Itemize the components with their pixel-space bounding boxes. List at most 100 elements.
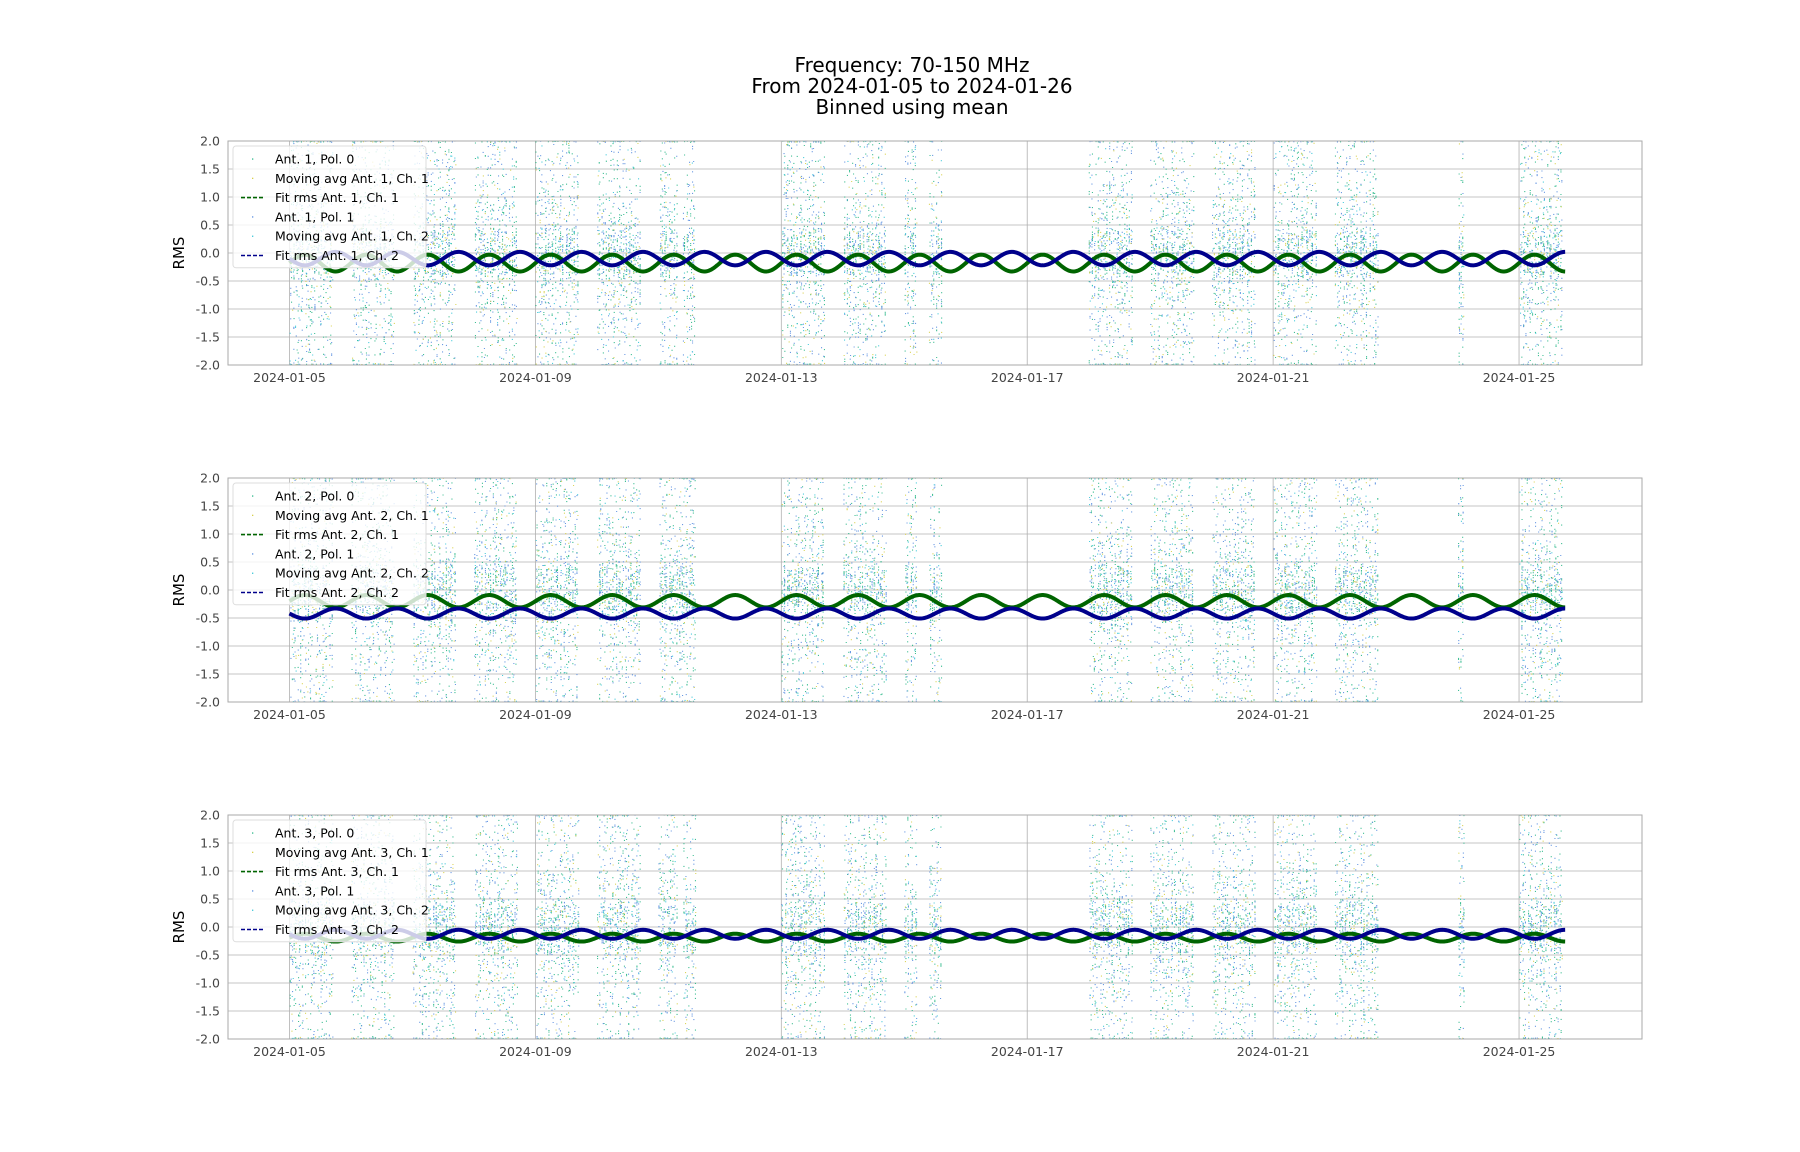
axes-frame [227, 477, 1643, 703]
y-tick-label: 1.5 [200, 836, 220, 851]
legend-label: Fit rms Ant. 3, Ch. 2 [275, 922, 399, 937]
scatter-mark-pol1 [844, 815, 886, 1039]
axes-frame [227, 140, 1643, 366]
scatter-mark-pol1 [1273, 478, 1318, 702]
scatter-mark-moving_ch1 [1150, 478, 1193, 702]
scatter-mark-moving_ch1 [782, 141, 826, 365]
x-tick-label: 2024-01-13 [745, 370, 818, 385]
x-tick-label: 2024-01-09 [499, 1044, 572, 1059]
x-tick-labels: 2024-01-05 2024-01-09 2024-01-13 2024-01-17… [253, 1044, 1555, 1059]
scatter-mark-pol0 [1090, 478, 1132, 702]
legend-swatch-dot [252, 851, 254, 853]
y-tick-label: 1.0 [200, 864, 220, 879]
fit-line-2 [288, 249, 1567, 268]
scatter-mark-pol1 [781, 815, 825, 1039]
scatter-mark-pol1 [906, 478, 917, 702]
legend-label: Moving avg Ant. 3, Ch. 1 [275, 845, 429, 860]
fit-line-1 [288, 593, 1567, 610]
x-tick-label: 2024-01-05 [253, 1044, 326, 1059]
legend-swatch-dot [252, 909, 254, 911]
scatter-mark-pol1 [1212, 478, 1254, 702]
legend-box [232, 145, 427, 269]
scatter-mark-pol1 [1335, 478, 1377, 702]
scatter-mark-pol1 [1520, 815, 1561, 1039]
scatter-mark-pol0 [684, 141, 696, 365]
x-tick-label: 2024-01-13 [745, 707, 818, 722]
scatter-mark-moving_ch1 [1458, 815, 1464, 1039]
scatter-mark-pol1 [1459, 141, 1464, 365]
y-tick-label: -1.5 [196, 1004, 220, 1019]
scatter-mark-moving_ch2 [1089, 141, 1133, 365]
scatter-mark-moving_ch1 [783, 815, 824, 1039]
legend-box [232, 482, 427, 606]
x-tick-label: 2024-01-05 [253, 370, 326, 385]
x-tick-label: 2024-01-25 [1483, 370, 1556, 385]
legend-swatch-dot [252, 235, 254, 237]
scatter-mark-moving_ch2 [782, 141, 825, 365]
scatter-mark-moving_ch1 [905, 494, 918, 686]
y-tick-label: -2.0 [196, 1032, 220, 1047]
scatter-mark-moving_ch1 [1089, 815, 1133, 1039]
scatter-mark-pol1 [536, 815, 580, 1039]
scatter-mark-pol1 [930, 478, 941, 702]
scatter-mark-pol0 [782, 815, 825, 1039]
x-tick-label: 2024-01-17 [991, 370, 1064, 385]
title-line-2: From 2024-01-05 to 2024-01-26 [751, 74, 1072, 98]
y-tick-label: -0.5 [196, 274, 220, 289]
scatter-mark-pol1 [1520, 141, 1563, 365]
legend-swatch-dot [252, 553, 254, 555]
scatter-mark-moving_ch1 [1212, 478, 1255, 702]
legend-label: Ant. 2, Pol. 1 [275, 546, 354, 561]
y-tick-label: -1.0 [196, 639, 220, 654]
scatter-mark-moving_ch2 [684, 815, 697, 1011]
scatter-mark-pol0 [598, 141, 641, 365]
title-line-1: Frequency: 70-150 MHz [795, 53, 1030, 77]
legend-label: Fit rms Ant. 2, Ch. 1 [275, 527, 399, 542]
y-tick-label: 2.0 [200, 134, 220, 149]
x-tick-label: 2024-01-17 [991, 1044, 1064, 1059]
y-tick-label: 1.0 [200, 527, 220, 542]
legend-swatch-dot [252, 832, 254, 834]
scatter-mark-moving_ch1 [537, 478, 579, 702]
x-tick-label: 2024-01-25 [1483, 707, 1556, 722]
legend-swatch-dot [252, 158, 254, 160]
legend-swatch-dot [252, 572, 254, 574]
legend-label: Ant. 3, Pol. 0 [275, 826, 354, 841]
x-tick-label: 2024-01-21 [1237, 370, 1310, 385]
scatter-mark-pol1 [685, 815, 695, 1039]
scatter-mark-moving_ch2 [1274, 478, 1316, 702]
y-tick-label: -1.0 [196, 302, 220, 317]
y-tick-label: 2.0 [200, 808, 220, 823]
scatter-mark-moving_ch2 [1152, 478, 1193, 702]
gridlines [228, 477, 1642, 703]
scatter-mark-moving_ch1 [1274, 478, 1317, 702]
x-tick-label: 2024-01-21 [1237, 707, 1310, 722]
scatter-mark-moving_ch2 [844, 141, 885, 365]
chart-panel-3: 2.0 1.5 1.0 0.5 0.0 -0.5 -1.0 -1.5 -2.0 2024-01-0… [170, 808, 1643, 1059]
legend-label: Moving avg Ant. 3, Ch. 2 [275, 903, 429, 918]
scatter-mark-moving_ch2 [1212, 141, 1255, 365]
scatter-mark-pol0 [844, 141, 886, 365]
x-tick-label: 2024-01-13 [745, 1044, 818, 1059]
scatter-mark-pol1 [1273, 141, 1317, 365]
scatter-mark-moving_ch1 [1151, 141, 1193, 365]
scatter-mark-moving_ch2 [844, 815, 886, 1039]
x-tick-labels: 2024-01-05 2024-01-09 2024-01-13 2024-01-17… [253, 370, 1555, 385]
scatter-mark-moving_ch2 [1335, 478, 1378, 702]
legend-label: Moving avg Ant. 1, Ch. 2 [275, 229, 429, 244]
legend-label: Ant. 2, Pol. 0 [275, 489, 354, 504]
scatter-mark-pol1 [1521, 478, 1562, 702]
chart-panel-1: 2.0 1.5 1.0 0.5 0.0 -0.5 -1.0 -1.5 -2.0 2024-01-0… [170, 134, 1643, 385]
scatter-mark-moving_ch1 [1519, 141, 1562, 365]
figure-title: Frequency: 70-150 MHz From 2024-01-05 to… [751, 53, 1072, 119]
scatter-mark-moving_ch1 [597, 141, 640, 365]
legend-label: Moving avg Ant. 2, Ch. 2 [275, 566, 429, 581]
legend: Ant. 2, Pol. 0 Moving avg Ant. 2, Ch. 1 Fi… [232, 482, 429, 606]
scatter-mark-pol1 [1336, 815, 1378, 1039]
chart-panel-2: 2.0 1.5 1.0 0.5 0.0 -0.5 -1.0 -1.5 -2.0 2024-01-0… [170, 471, 1643, 722]
fit-curves [288, 249, 1567, 274]
scatter-mark-pol1 [1150, 478, 1193, 702]
y-tick-label: -2.0 [196, 695, 220, 710]
y-tick-label: -1.5 [196, 667, 220, 682]
x-tick-label: 2024-01-21 [1237, 1044, 1310, 1059]
